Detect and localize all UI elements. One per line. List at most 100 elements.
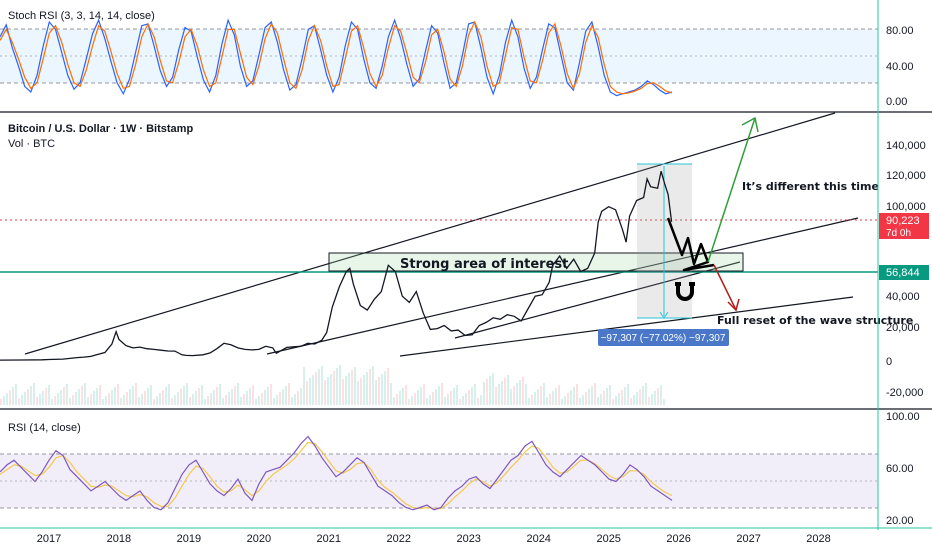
- rsi-tick: 60.00: [886, 463, 914, 475]
- volume-bar: [660, 385, 662, 405]
- volume-bar: [651, 394, 653, 405]
- volume-bar: [366, 372, 368, 405]
- volume-bar: [591, 386, 593, 405]
- volume-bar: [369, 369, 371, 405]
- volume-bar: [309, 378, 311, 405]
- volume-bar: [291, 397, 293, 405]
- current-price-label: 90,223: [886, 215, 920, 227]
- volume-bar: [642, 386, 644, 405]
- volume-bar: [279, 392, 281, 405]
- magnet-icon[interactable]: [675, 282, 695, 301]
- volume-bar: [399, 391, 401, 405]
- time-axis-tick: 2027: [736, 533, 760, 545]
- channel-inner-line: [454, 261, 741, 339]
- bullish-label: It’s different this time: [742, 180, 879, 193]
- rsi-tick: 100.00: [886, 411, 920, 423]
- stoch-rsi-tick: 40.00: [886, 61, 914, 73]
- volume-bar: [327, 377, 329, 405]
- volume-bar: [519, 380, 521, 405]
- volume-bar: [636, 392, 638, 405]
- volume-bar: [396, 394, 398, 405]
- volume-bar: [606, 388, 608, 405]
- price-pane[interactable]: Strong area of interest It’s different t…: [0, 112, 929, 405]
- volume-bar: [144, 391, 146, 405]
- volume-bar: [483, 382, 485, 405]
- volume-bar: [351, 370, 353, 405]
- volume-bar: [513, 386, 515, 405]
- volume-bar: [84, 383, 86, 405]
- volume-bar: [594, 383, 596, 405]
- volume-bar: [657, 388, 659, 405]
- zone-box[interactable]: [328, 252, 744, 272]
- volume-bar: [567, 393, 569, 405]
- volume-bar: [63, 387, 65, 405]
- rsi-line: [0, 435, 673, 511]
- volume-bar: [471, 387, 473, 405]
- volume-bar: [345, 376, 347, 405]
- chart-subtitle: Vol · BTC: [8, 138, 55, 150]
- volume-bar: [180, 389, 182, 405]
- channel-lower-line: [399, 296, 854, 357]
- volume-bar: [3, 396, 5, 405]
- volume-bar: [381, 374, 383, 405]
- stoch-rsi-k-line: [0, 18, 673, 97]
- volume-bar: [99, 385, 101, 405]
- volume-bar: [60, 390, 62, 405]
- volume-bar: [579, 398, 581, 405]
- volume-bar: [174, 395, 176, 405]
- volume-bar: [114, 387, 116, 405]
- volume-bar: [342, 379, 344, 405]
- volume-bar: [597, 397, 599, 405]
- volume-bar: [261, 393, 263, 405]
- rsi-pane[interactable]: RSI (14, close) 100.00 60.00 20.00: [0, 411, 920, 527]
- zone-label: Strong area of interest: [400, 257, 568, 272]
- volume-bar: [297, 391, 299, 405]
- volume-bar: [138, 397, 140, 405]
- volume-bar: [630, 398, 632, 405]
- volume-bar: [534, 392, 536, 405]
- measure-label-box: [598, 329, 729, 346]
- volume-bar: [522, 377, 524, 405]
- volume-bar: [393, 397, 395, 405]
- price-tick: 140,000: [886, 140, 926, 152]
- volume-bar: [456, 385, 458, 405]
- volume-bar: [252, 385, 254, 405]
- volume-bar: [207, 396, 209, 405]
- stoch-rsi-d-line: [0, 20, 673, 95]
- time-axis[interactable]: 2017 2018 2019 2020 2021 2022 2023 2024 2025 2026…: [37, 533, 831, 545]
- measure-label: −97,307 (−77.02%) −97,307: [601, 333, 726, 344]
- volume-bar: [531, 395, 533, 405]
- volume-bar: [135, 383, 137, 405]
- volume-bar: [624, 387, 626, 405]
- stoch-rsi-pane[interactable]: Stoch RSI (3, 3, 14, 14, close) 80.00 40…: [0, 10, 914, 108]
- volume-bar: [264, 390, 266, 405]
- volume-bar: [354, 367, 356, 405]
- volume-bar: [117, 384, 119, 405]
- volume-bar: [306, 381, 308, 405]
- price-tick: 40,000: [886, 291, 920, 303]
- volume-bar: [120, 398, 122, 405]
- volume-bar: [582, 395, 584, 405]
- volume-bar: [87, 397, 89, 405]
- volume-bar: [15, 384, 17, 405]
- volume-bar: [258, 396, 260, 405]
- volume-bar: [240, 397, 242, 405]
- volume-bar: [165, 387, 167, 405]
- volume-bar: [219, 384, 221, 405]
- volume-bar: [0, 399, 2, 405]
- volume-bar: [501, 381, 503, 405]
- volume-bar: [54, 396, 56, 405]
- volume-bar: [603, 391, 605, 405]
- volume-bar: [336, 368, 338, 405]
- volume-bar: [498, 384, 500, 405]
- volume-bar: [435, 389, 437, 405]
- channel-middle-line: [266, 217, 859, 355]
- volume-bar: [111, 390, 113, 405]
- volume-bar: [648, 397, 650, 405]
- volume-bar: [255, 399, 257, 405]
- volume-bar: [360, 378, 362, 405]
- volume-bar: [561, 399, 563, 405]
- volume-bar: [249, 388, 251, 405]
